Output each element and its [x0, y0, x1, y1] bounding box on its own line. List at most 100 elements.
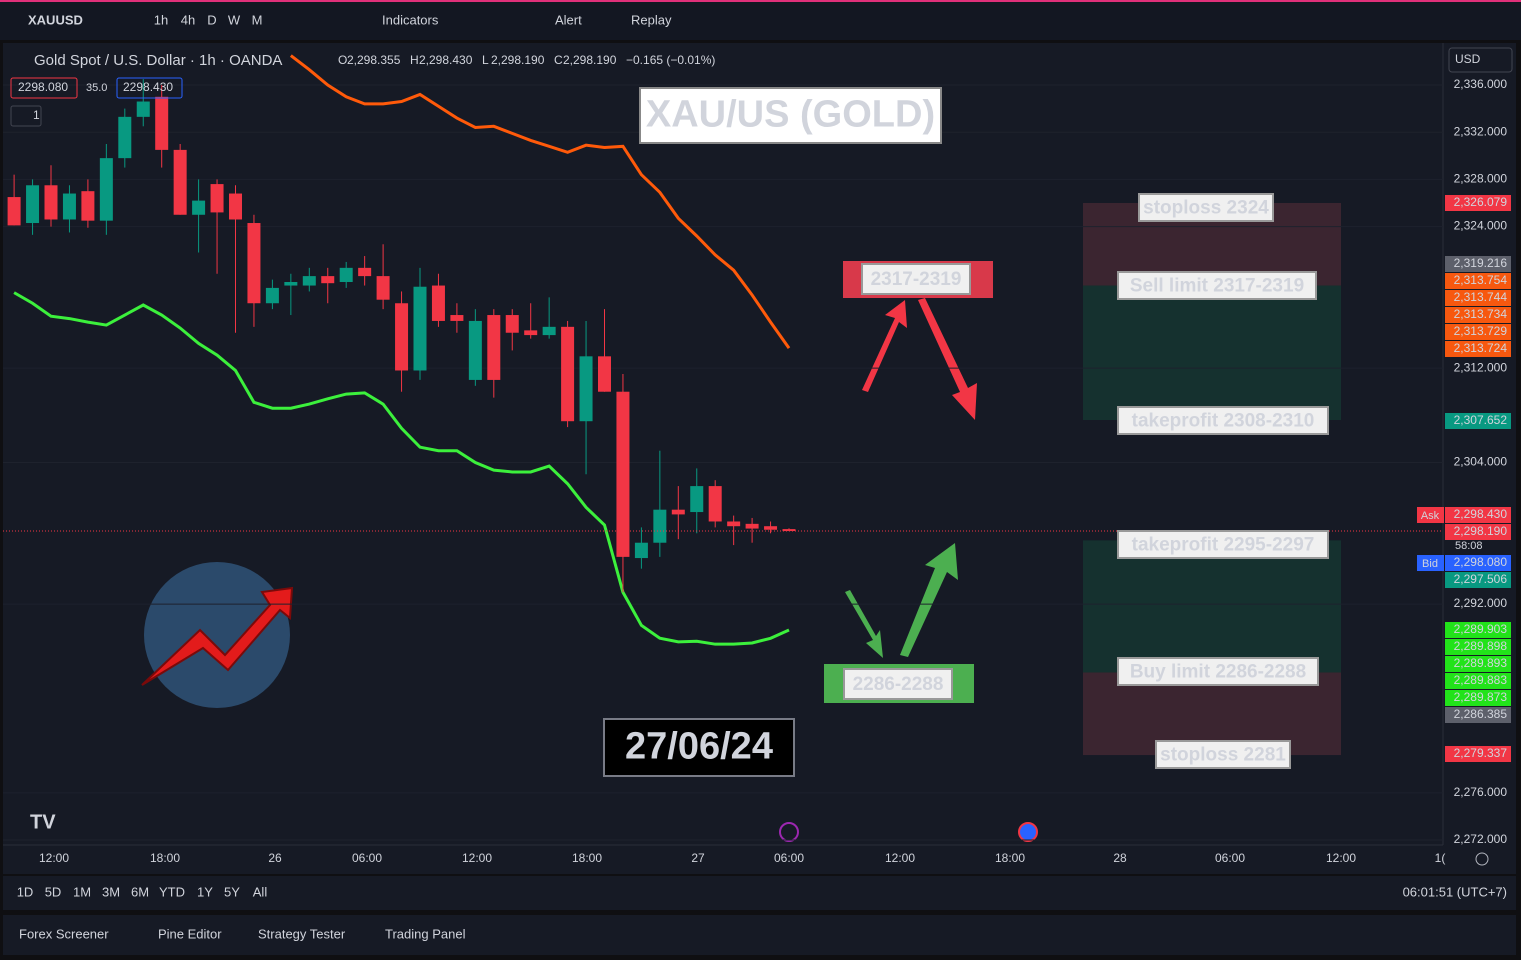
price-tag	[1445, 572, 1511, 588]
price-tag-label: 2,289.883	[1454, 673, 1508, 687]
time-tick-label: 06:00	[352, 851, 382, 865]
position-zone	[1083, 285, 1341, 421]
top-accent	[0, 0, 1521, 2]
clock: 06:01:51 (UTC+7)	[1403, 884, 1507, 899]
sell-zone-box	[861, 263, 971, 295]
currency: USD	[1455, 52, 1481, 66]
price-tag	[1445, 307, 1511, 323]
price-tag-label: 2,279.337	[1454, 746, 1508, 760]
price-tag-label: 2,289.898	[1454, 639, 1508, 653]
time-tick-label: 12:00	[1326, 851, 1356, 865]
position-zone	[1083, 540, 1341, 673]
price-tick-label: 2,292.000	[1454, 596, 1508, 610]
candle-body	[26, 185, 40, 224]
price-tag-label: 2,298.430	[1454, 507, 1508, 521]
tab: Trading Panel	[385, 926, 466, 941]
time-tick-label: 12:00	[462, 851, 492, 865]
candle-body	[395, 303, 409, 371]
price-tag-label: 2,313.734	[1454, 307, 1508, 321]
candle-body	[155, 96, 169, 150]
position-label-box	[1117, 657, 1319, 686]
price-tag	[1445, 746, 1511, 762]
ohlc-value: 2,298.355	[347, 53, 401, 67]
legend-title: Gold Spot / U.S. Dollar · 1h · OANDA	[34, 52, 282, 69]
candle-body	[7, 197, 21, 226]
top-toolbar	[0, 0, 1521, 40]
price-tag-label: 2,286.385	[1454, 707, 1508, 721]
position-label: Buy limit 2286-2288	[1130, 662, 1306, 683]
price-tick-label: 2,276.000	[1454, 785, 1508, 799]
price-tag	[1445, 273, 1511, 289]
alert-button: Alert	[555, 12, 582, 27]
price-tick-label: 2,272.000	[1454, 832, 1508, 846]
candle-body	[708, 486, 722, 522]
candle-body	[616, 391, 630, 557]
price-tag	[1445, 524, 1511, 540]
candle-body	[339, 267, 353, 283]
range-button: 6M	[131, 884, 149, 899]
buy-zone-box	[843, 668, 953, 700]
date: 27/06/24	[625, 726, 773, 768]
time-tick-label: 12:00	[39, 851, 69, 865]
price-tag	[1445, 622, 1511, 638]
currency-box	[1448, 47, 1513, 73]
time-tick-label: 18:00	[572, 851, 602, 865]
spread: 35.0	[86, 82, 107, 94]
ohlc-value: 2,298.190	[491, 53, 545, 67]
price-tag	[1445, 507, 1511, 523]
candle-body	[284, 282, 298, 286]
candle-body	[173, 149, 187, 215]
position-label-box	[1155, 740, 1291, 769]
logo-arrow	[141, 586, 294, 686]
price-tick-label: 2,312.000	[1454, 360, 1508, 374]
range-button: All	[253, 884, 268, 899]
candle-body	[247, 223, 261, 304]
time-tick-label: 18:00	[150, 851, 180, 865]
price-tag-label: 2,313.754	[1454, 273, 1508, 287]
candle-body	[265, 287, 279, 304]
price-tag-label: 2,313.729	[1454, 324, 1508, 338]
candle-body	[524, 330, 538, 336]
event-icon	[779, 822, 799, 842]
date-box	[603, 718, 795, 777]
price-tag	[1445, 413, 1511, 429]
price-tag-label: 2,326.079	[1454, 195, 1508, 209]
arrow-up-green	[900, 543, 958, 657]
price-tag-label: 2,289.893	[1454, 656, 1508, 670]
candle-body	[450, 315, 464, 321]
price-tag-label: 2,289.873	[1454, 690, 1508, 704]
candle-body	[62, 193, 76, 220]
time-tick-label: 18:00	[995, 851, 1025, 865]
title-box	[639, 87, 942, 144]
candle-body	[634, 542, 648, 559]
tv-logo: TV	[30, 811, 56, 833]
price-tag-label: 2,307.652	[1454, 413, 1508, 427]
candle-body	[81, 191, 95, 221]
band-line	[289, 54, 791, 349]
candle-body	[579, 356, 593, 422]
arrow-up-red	[862, 300, 907, 392]
flag-icon	[1018, 822, 1038, 842]
lots-box	[10, 105, 42, 127]
time-tick-label: 27	[691, 851, 705, 865]
price-tag-label: 2,298.080	[1454, 555, 1508, 569]
price-tag	[1445, 656, 1511, 672]
ohlc-key: H	[410, 53, 419, 67]
price-tag	[1445, 290, 1511, 306]
position-label: Sell limit 2317-2319	[1130, 276, 1304, 297]
price-tag	[1445, 690, 1511, 706]
range-button: 5Y	[224, 884, 240, 899]
candle-body	[302, 276, 316, 286]
interval: 1h	[154, 12, 168, 27]
price-tick-label: 2,336.000	[1454, 77, 1508, 91]
price-tag	[1445, 256, 1511, 272]
price-tag	[1445, 673, 1511, 689]
interval: M	[252, 12, 263, 27]
candle-body	[358, 267, 372, 277]
candle-body	[44, 185, 58, 220]
candle-body	[229, 193, 242, 220]
bid-box	[1417, 555, 1444, 571]
tab: Forex Screener	[19, 926, 109, 941]
